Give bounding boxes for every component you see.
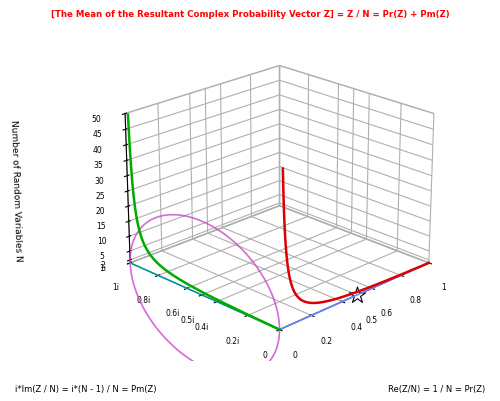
Text: Re(Z/N) = 1 / N = Pr(Z): Re(Z/N) = 1 / N = Pr(Z) bbox=[388, 384, 485, 393]
Text: i*Im(Z / N) = i*(N - 1) / N = Pm(Z): i*Im(Z / N) = i*(N - 1) / N = Pm(Z) bbox=[15, 384, 157, 393]
Text: [The Mean of the Resultant Complex Probability Vector Z] = Z / N = Pr(Z) + Pm(Z): [The Mean of the Resultant Complex Proba… bbox=[50, 10, 450, 19]
